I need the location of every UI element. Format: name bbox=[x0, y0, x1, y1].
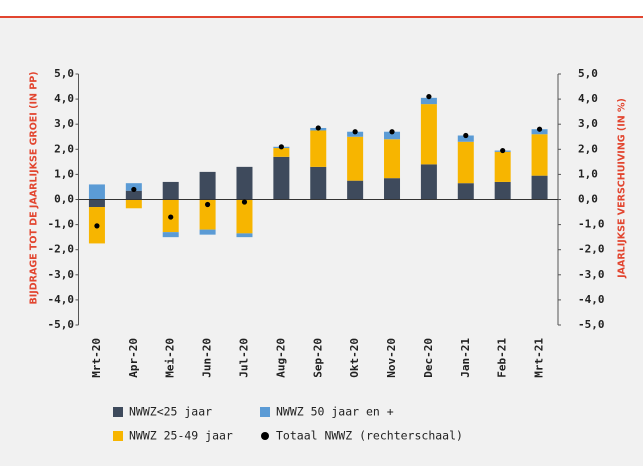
legend-label: NWWZ 25-49 jaar bbox=[129, 429, 233, 443]
y2-tick-label: 4,0 bbox=[578, 92, 598, 105]
y-tick-label: 2,0 bbox=[54, 142, 74, 155]
bar bbox=[236, 233, 253, 238]
y2-tick-label: 0,0 bbox=[578, 193, 598, 206]
y-axis-label: BIJDRAGE TOT DE JAARLIJKSE GROEI (IN PP) bbox=[29, 71, 40, 304]
y-tick-label: 1,0 bbox=[54, 167, 74, 180]
y-tick-label: -1,0 bbox=[48, 218, 75, 231]
bar bbox=[384, 131, 401, 140]
x-tick-label: Okt-20 bbox=[348, 338, 361, 378]
legend-label: NWWZ<25 jaar bbox=[129, 405, 212, 419]
bar bbox=[310, 130, 327, 167]
legend-swatch bbox=[113, 431, 123, 441]
y2-tick-label: -1,0 bbox=[578, 218, 605, 231]
total-dot bbox=[536, 126, 543, 132]
bar bbox=[199, 171, 216, 200]
total-dot bbox=[426, 93, 432, 100]
y-tick-label: -5,0 bbox=[48, 318, 75, 331]
x-tick-label: Aug-20 bbox=[274, 338, 287, 378]
x-tick-label: Jun-20 bbox=[201, 338, 214, 378]
x-tick-label: Sep-20 bbox=[311, 338, 324, 378]
y2-tick-label: 1,0 bbox=[578, 167, 598, 180]
bar bbox=[531, 175, 548, 200]
bar bbox=[199, 199, 216, 230]
y2-tick-label: -2,0 bbox=[578, 243, 605, 256]
bar bbox=[494, 181, 511, 200]
y2-tick-label: 5,0 bbox=[578, 67, 598, 80]
x-tick-label: Jul-20 bbox=[237, 338, 250, 378]
total-dot bbox=[315, 125, 321, 131]
y-tick-label: -3,0 bbox=[48, 268, 75, 281]
y-tick-label: -4,0 bbox=[48, 293, 75, 306]
bar bbox=[88, 199, 105, 208]
top-rule bbox=[0, 16, 643, 18]
total-dot bbox=[352, 129, 358, 135]
y-tick-label: 3,0 bbox=[54, 117, 74, 130]
bar bbox=[125, 199, 142, 209]
y-tick-label: 4,0 bbox=[54, 92, 74, 105]
legend-label: NWWZ 50 jaar en + bbox=[276, 405, 394, 419]
bar bbox=[384, 139, 401, 179]
bar bbox=[88, 184, 105, 200]
y2-tick-label: -3,0 bbox=[578, 268, 605, 281]
bar bbox=[162, 181, 179, 200]
bar bbox=[384, 178, 401, 200]
bar bbox=[273, 148, 290, 157]
bar bbox=[420, 97, 437, 105]
y2-tick-label: 3,0 bbox=[578, 117, 598, 130]
x-tick-label: Nov-20 bbox=[385, 338, 398, 378]
bar bbox=[457, 141, 474, 184]
bar bbox=[236, 199, 253, 234]
x-tick-label: Mrt-21 bbox=[533, 338, 546, 378]
x-tick-label: Mei-20 bbox=[164, 338, 177, 378]
bar bbox=[162, 232, 179, 238]
x-tick-label: Mrt-20 bbox=[90, 338, 103, 378]
legend-swatch bbox=[260, 407, 270, 417]
total-dot bbox=[131, 186, 137, 193]
total-dot bbox=[94, 223, 100, 229]
y-tick-label: 0,0 bbox=[54, 193, 74, 206]
bar bbox=[420, 164, 437, 200]
total-dot bbox=[204, 201, 211, 208]
bar bbox=[310, 166, 327, 200]
bar bbox=[457, 183, 474, 200]
bar bbox=[420, 104, 437, 165]
y2-tick-label: -5,0 bbox=[578, 318, 605, 331]
total-dot bbox=[241, 199, 248, 205]
total-dot bbox=[500, 147, 506, 154]
total-dot bbox=[278, 144, 284, 150]
legend-swatch bbox=[261, 432, 269, 440]
y2-axis-label: JAARLIJKSE VERSCHUIVING (IN %) bbox=[617, 98, 628, 279]
y2-tick-label: -4,0 bbox=[578, 293, 605, 306]
total-dot bbox=[389, 129, 395, 135]
x-tick-label: Dec-20 bbox=[422, 338, 435, 378]
bar bbox=[494, 151, 511, 182]
bar bbox=[273, 156, 290, 200]
panel bbox=[0, 18, 643, 466]
legend-swatch bbox=[113, 407, 123, 417]
y-tick-label: 5,0 bbox=[54, 67, 74, 80]
x-tick-label: Apr-20 bbox=[127, 338, 140, 378]
bar bbox=[347, 136, 364, 181]
y-tick-label: -2,0 bbox=[48, 243, 75, 256]
x-tick-label: Feb-21 bbox=[496, 338, 509, 378]
total-dot bbox=[463, 132, 469, 139]
x-tick-label: Jan-21 bbox=[459, 338, 472, 378]
bar bbox=[531, 134, 548, 176]
bar bbox=[236, 166, 253, 200]
total-dot bbox=[168, 214, 174, 220]
y2-tick-label: 2,0 bbox=[578, 142, 598, 155]
legend-label: Totaal NWWZ (rechterschaal) bbox=[276, 429, 463, 443]
bar bbox=[347, 180, 364, 200]
bar bbox=[199, 229, 216, 235]
bar bbox=[125, 190, 142, 200]
bar bbox=[457, 135, 474, 142]
